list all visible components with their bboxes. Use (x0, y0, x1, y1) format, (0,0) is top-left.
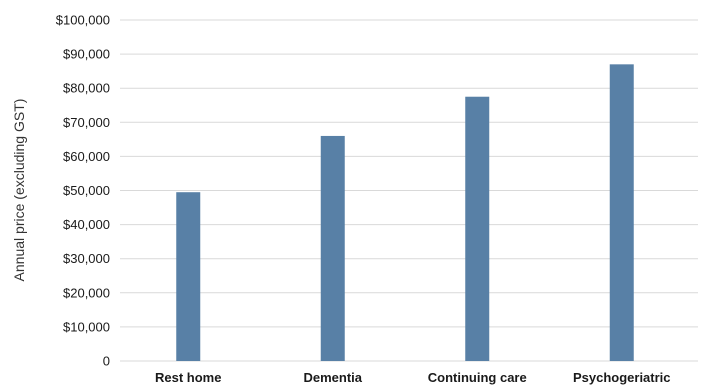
y-tick-label: $30,000 (63, 251, 110, 266)
y-tick-label: $60,000 (63, 149, 110, 164)
x-tick-label: Rest home (155, 370, 221, 385)
y-axis-ticks: 0 $10,000 $20,000 $30,000 $40,000 $50,000 $60,… (56, 13, 110, 369)
y-tick-label: $40,000 (63, 217, 110, 232)
bar (320, 135, 345, 361)
bar (609, 64, 634, 361)
y-tick-label: $80,000 (63, 81, 110, 96)
x-axis-ticks: Rest home Dementia Continuing care Psychoge… (155, 370, 671, 385)
y-tick-label: $90,000 (63, 47, 110, 62)
y-tick-label: $50,000 (63, 183, 110, 198)
y-tick-label: $10,000 (63, 319, 110, 334)
gridlines (120, 19, 698, 362)
y-tick-label: $70,000 (63, 115, 110, 130)
y-tick-label: $20,000 (63, 285, 110, 300)
x-tick-label: Continuing care (428, 370, 527, 385)
y-tick-label: 0 (103, 354, 110, 369)
bar (176, 192, 201, 361)
y-tick-label: $100,000 (56, 13, 110, 28)
bars (176, 64, 634, 361)
x-tick-label: Dementia (303, 370, 362, 385)
y-axis-label: Annual price (excluding GST) (11, 99, 27, 282)
x-tick-label: Psychogeriatric (573, 370, 671, 385)
bar (465, 96, 490, 361)
